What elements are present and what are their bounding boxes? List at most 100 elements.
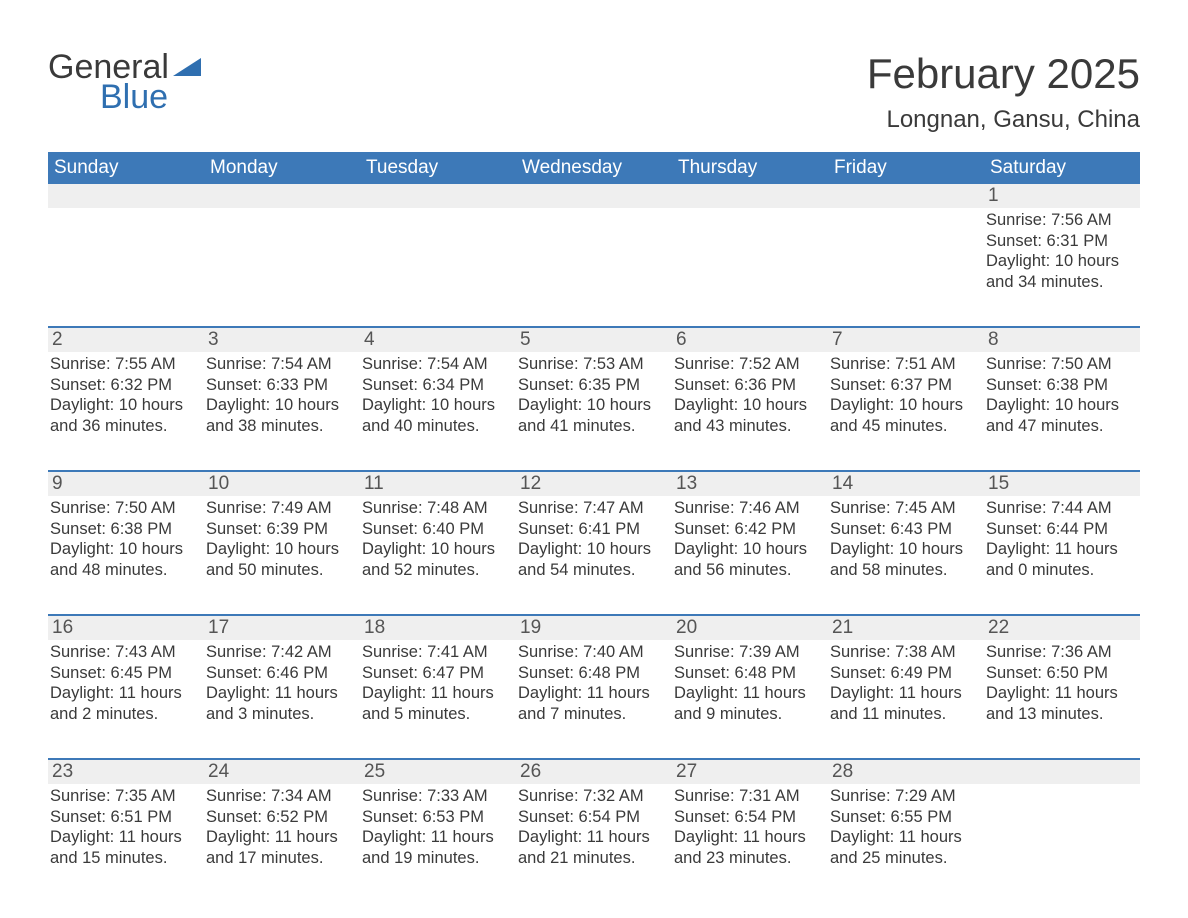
day-number-row — [672, 184, 828, 208]
day-body: Sunrise: 7:31 AMSunset: 6:54 PMDaylight:… — [672, 784, 828, 886]
day-number: 6 — [672, 329, 687, 351]
day-number-row: 24 — [204, 760, 360, 784]
day-number: 8 — [984, 329, 999, 351]
sunset-line: Sunset: 6:53 PM — [362, 807, 514, 828]
weekday-monday: Monday — [204, 157, 360, 179]
sunrise-line: Sunrise: 7:38 AM — [830, 642, 982, 663]
day-number: 1 — [984, 185, 999, 207]
day-cell — [204, 184, 360, 310]
daylight-line: Daylight: 10 hours and 43 minutes. — [674, 395, 826, 436]
daylight-line: Daylight: 11 hours and 19 minutes. — [362, 827, 514, 868]
daylight-line: Daylight: 11 hours and 23 minutes. — [674, 827, 826, 868]
day-number-row: 8 — [984, 328, 1140, 352]
day-number-row: 9 — [48, 472, 204, 496]
day-cell: 25Sunrise: 7:33 AMSunset: 6:53 PMDayligh… — [360, 760, 516, 886]
day-cell: 19Sunrise: 7:40 AMSunset: 6:48 PMDayligh… — [516, 616, 672, 742]
day-body: Sunrise: 7:44 AMSunset: 6:44 PMDaylight:… — [984, 496, 1140, 598]
sunrise-line: Sunrise: 7:54 AM — [362, 354, 514, 375]
location-subtitle: Longnan, Gansu, China — [867, 106, 1140, 134]
sunrise-line: Sunrise: 7:47 AM — [518, 498, 670, 519]
day-number-row: 6 — [672, 328, 828, 352]
sunset-line: Sunset: 6:44 PM — [986, 519, 1138, 540]
day-number: 12 — [516, 473, 541, 495]
sunset-line: Sunset: 6:48 PM — [518, 663, 670, 684]
day-cell: 12Sunrise: 7:47 AMSunset: 6:41 PMDayligh… — [516, 472, 672, 598]
day-body: Sunrise: 7:55 AMSunset: 6:32 PMDaylight:… — [48, 352, 204, 454]
day-number-row: 26 — [516, 760, 672, 784]
sunset-line: Sunset: 6:37 PM — [830, 375, 982, 396]
day-cell — [672, 184, 828, 310]
sunset-line: Sunset: 6:32 PM — [50, 375, 202, 396]
sunrise-line: Sunrise: 7:29 AM — [830, 786, 982, 807]
day-cell: 24Sunrise: 7:34 AMSunset: 6:52 PMDayligh… — [204, 760, 360, 886]
sunrise-line: Sunrise: 7:32 AM — [518, 786, 670, 807]
sunset-line: Sunset: 6:38 PM — [986, 375, 1138, 396]
daylight-line: Daylight: 10 hours and 41 minutes. — [518, 395, 670, 436]
day-cell: 9Sunrise: 7:50 AMSunset: 6:38 PMDaylight… — [48, 472, 204, 598]
day-body — [360, 208, 516, 310]
day-body — [48, 208, 204, 310]
daylight-line: Daylight: 10 hours and 56 minutes. — [674, 539, 826, 580]
sunset-line: Sunset: 6:48 PM — [674, 663, 826, 684]
sunrise-line: Sunrise: 7:35 AM — [50, 786, 202, 807]
day-number: 4 — [360, 329, 375, 351]
header: General Blue February 2025 Longnan, Gans… — [48, 50, 1140, 134]
week-row: 16Sunrise: 7:43 AMSunset: 6:45 PMDayligh… — [48, 614, 1140, 742]
sunset-line: Sunset: 6:34 PM — [362, 375, 514, 396]
day-body — [204, 208, 360, 310]
weekday-saturday: Saturday — [984, 157, 1140, 179]
day-number: 3 — [204, 329, 219, 351]
sunrise-line: Sunrise: 7:46 AM — [674, 498, 826, 519]
daylight-line: Daylight: 11 hours and 2 minutes. — [50, 683, 202, 724]
day-cell — [516, 184, 672, 310]
day-number: 27 — [672, 761, 697, 783]
daylight-line: Daylight: 11 hours and 15 minutes. — [50, 827, 202, 868]
day-cell: 26Sunrise: 7:32 AMSunset: 6:54 PMDayligh… — [516, 760, 672, 886]
daylight-line: Daylight: 11 hours and 11 minutes. — [830, 683, 982, 724]
sunrise-line: Sunrise: 7:36 AM — [986, 642, 1138, 663]
sunrise-line: Sunrise: 7:43 AM — [50, 642, 202, 663]
sunrise-line: Sunrise: 7:49 AM — [206, 498, 358, 519]
daylight-line: Daylight: 11 hours and 9 minutes. — [674, 683, 826, 724]
daylight-line: Daylight: 11 hours and 7 minutes. — [518, 683, 670, 724]
sunrise-line: Sunrise: 7:41 AM — [362, 642, 514, 663]
daylight-line: Daylight: 11 hours and 13 minutes. — [986, 683, 1138, 724]
day-cell: 21Sunrise: 7:38 AMSunset: 6:49 PMDayligh… — [828, 616, 984, 742]
day-body: Sunrise: 7:36 AMSunset: 6:50 PMDaylight:… — [984, 640, 1140, 742]
day-number: 13 — [672, 473, 697, 495]
daylight-line: Daylight: 10 hours and 45 minutes. — [830, 395, 982, 436]
day-body: Sunrise: 7:29 AMSunset: 6:55 PMDaylight:… — [828, 784, 984, 886]
day-number: 26 — [516, 761, 541, 783]
day-number: 7 — [828, 329, 843, 351]
day-number: 18 — [360, 617, 385, 639]
day-cell: 18Sunrise: 7:41 AMSunset: 6:47 PMDayligh… — [360, 616, 516, 742]
day-body — [984, 784, 1140, 886]
day-cell — [828, 184, 984, 310]
day-body: Sunrise: 7:48 AMSunset: 6:40 PMDaylight:… — [360, 496, 516, 598]
day-cell: 6Sunrise: 7:52 AMSunset: 6:36 PMDaylight… — [672, 328, 828, 454]
day-number: 9 — [48, 473, 63, 495]
day-cell: 7Sunrise: 7:51 AMSunset: 6:37 PMDaylight… — [828, 328, 984, 454]
daylight-line: Daylight: 10 hours and 48 minutes. — [50, 539, 202, 580]
sunset-line: Sunset: 6:40 PM — [362, 519, 514, 540]
day-number: 28 — [828, 761, 853, 783]
day-number: 16 — [48, 617, 73, 639]
logo-text: General Blue — [48, 50, 201, 114]
week-gap — [48, 454, 1140, 470]
sunrise-line: Sunrise: 7:52 AM — [674, 354, 826, 375]
sunset-line: Sunset: 6:47 PM — [362, 663, 514, 684]
day-cell: 28Sunrise: 7:29 AMSunset: 6:55 PMDayligh… — [828, 760, 984, 886]
sunrise-line: Sunrise: 7:34 AM — [206, 786, 358, 807]
day-cell — [360, 184, 516, 310]
weeks-container: 1Sunrise: 7:56 AMSunset: 6:31 PMDaylight… — [48, 184, 1140, 886]
day-cell — [48, 184, 204, 310]
daylight-line: Daylight: 10 hours and 52 minutes. — [362, 539, 514, 580]
day-cell: 17Sunrise: 7:42 AMSunset: 6:46 PMDayligh… — [204, 616, 360, 742]
sunset-line: Sunset: 6:45 PM — [50, 663, 202, 684]
day-number-row: 1 — [984, 184, 1140, 208]
day-number-row: 5 — [516, 328, 672, 352]
day-cell: 11Sunrise: 7:48 AMSunset: 6:40 PMDayligh… — [360, 472, 516, 598]
sunset-line: Sunset: 6:52 PM — [206, 807, 358, 828]
day-number-row: 19 — [516, 616, 672, 640]
daylight-line: Daylight: 10 hours and 50 minutes. — [206, 539, 358, 580]
